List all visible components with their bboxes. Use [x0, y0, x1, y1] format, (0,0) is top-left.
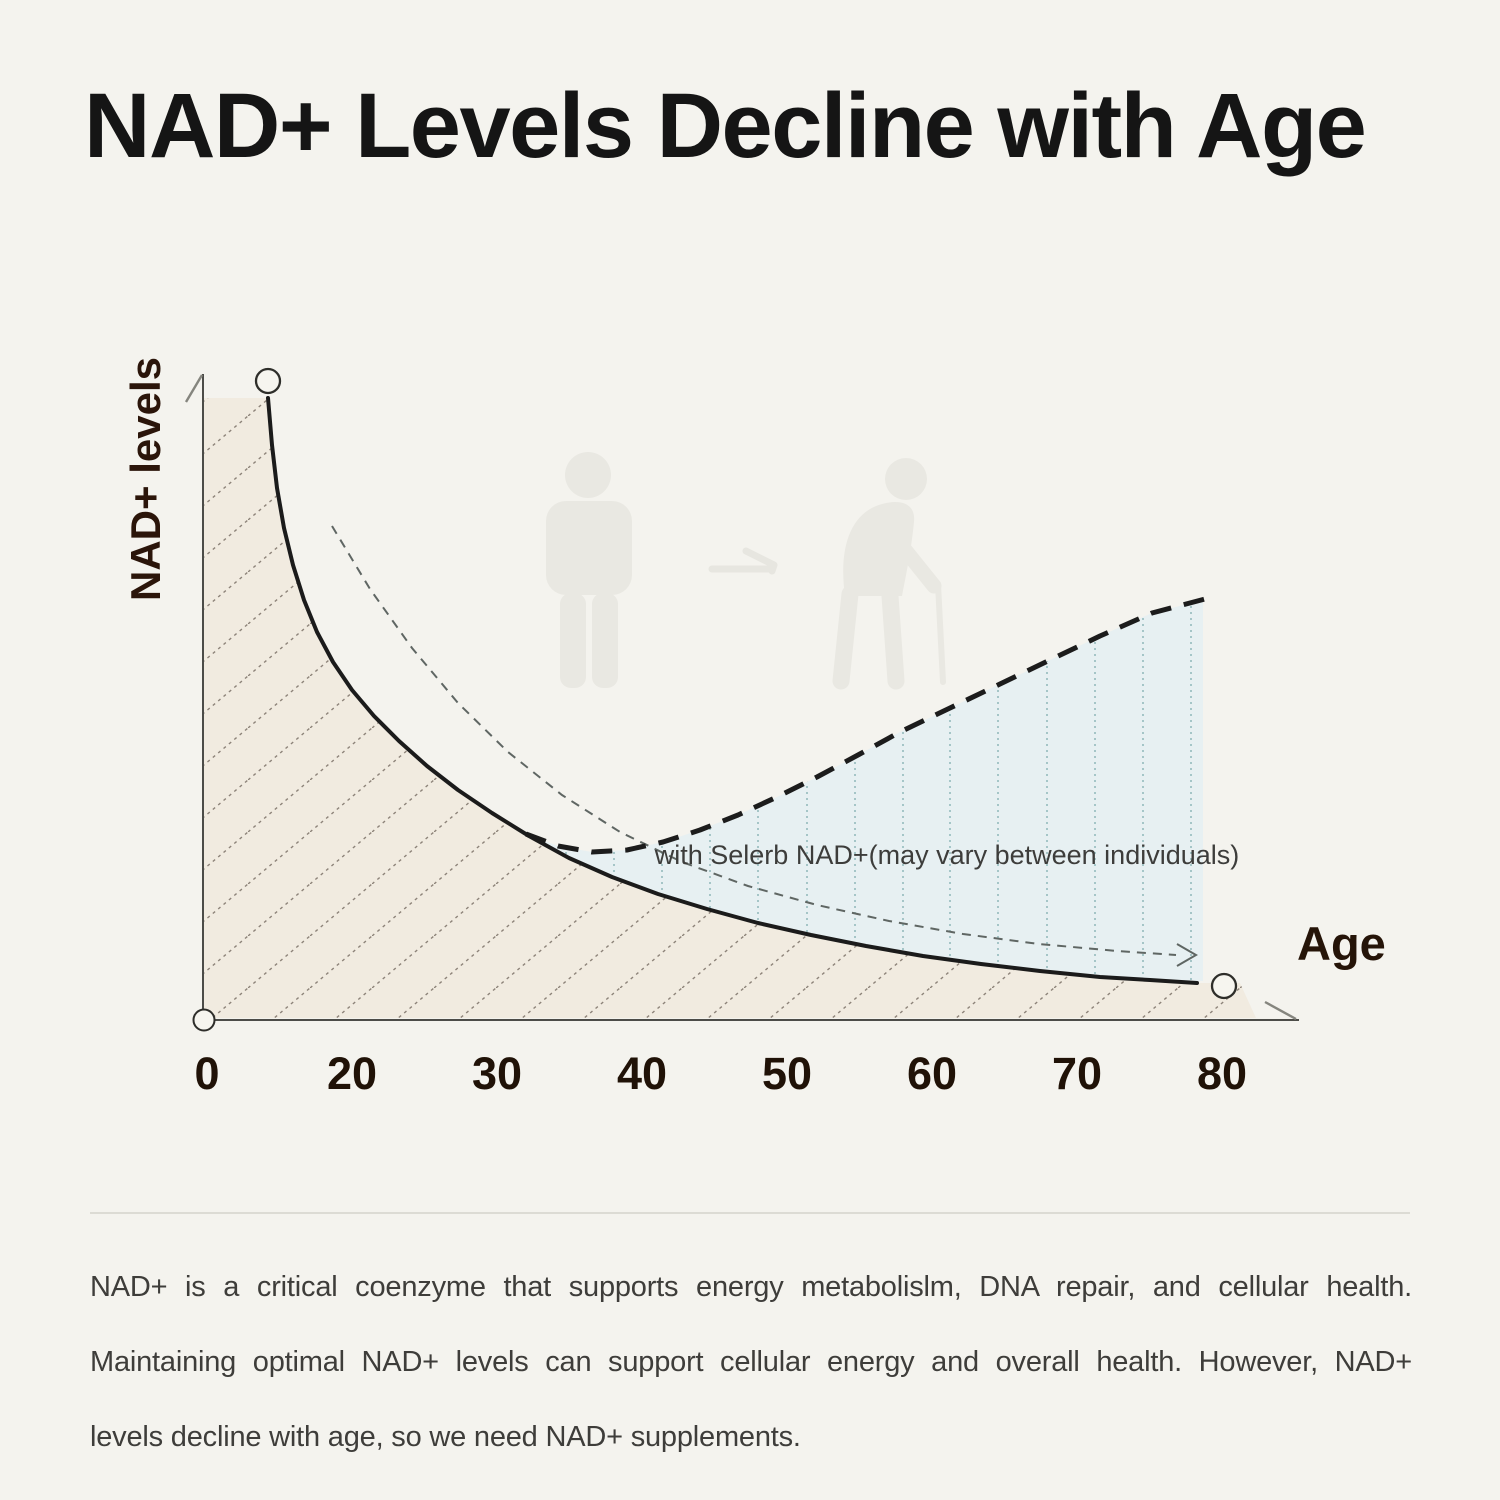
transition-arrow-icon	[708, 547, 778, 575]
watermark-figures	[546, 452, 946, 690]
curve-start-marker	[254, 367, 282, 395]
x-axis-arrowhead-icon	[1264, 1000, 1297, 1021]
x-tick-labels: 0 20 30 40 50 60 70 80	[194, 1048, 1247, 1099]
x-tick-label-1: 20	[327, 1048, 377, 1099]
origin-marker	[192, 1008, 216, 1032]
hatched-area-pattern	[204, 398, 1256, 1018]
curve-end-marker	[1210, 972, 1238, 1000]
description-line: NAD+ is a critical coenzyme that support…	[90, 1271, 1412, 1303]
x-tick-label-6: 70	[1052, 1048, 1102, 1099]
axes	[184, 374, 1299, 1021]
variation-arrowhead-icon	[1176, 943, 1198, 967]
x-tick-label-2: 30	[472, 1048, 522, 1099]
y-axis-arrowhead-icon	[184, 374, 204, 403]
supplement-benefit-area	[526, 600, 1203, 981]
supplement-upper-curve	[525, 596, 1206, 855]
description-line: Maintaining optimal NAD+ levels can supp…	[90, 1346, 1412, 1378]
x-tick-label-3: 40	[617, 1048, 667, 1099]
annotation-label: with Selerb NAD+(may vary between indivi…	[654, 840, 1240, 870]
elderly-person-silhouette	[832, 458, 946, 690]
nad-decline-curve	[266, 396, 1199, 985]
x-tick-label-5: 60	[907, 1048, 957, 1099]
young-person-silhouette	[546, 452, 632, 688]
page-title: NAD+ Levels Decline with Age	[84, 75, 1367, 177]
description: NAD+ is a critical coenzyme that support…	[90, 1250, 1412, 1475]
x-axis-label: Age	[1297, 917, 1386, 970]
x-tick-label-7: 80	[1197, 1048, 1247, 1099]
divider	[90, 1212, 1410, 1214]
individual-variation-curve	[331, 525, 1177, 956]
x-tick-label-0: 0	[194, 1048, 219, 1099]
y-axis-label: NAD+ levels	[122, 357, 169, 601]
description-line: levels decline with age, so we need NAD+…	[90, 1421, 801, 1453]
curve-markers	[192, 367, 1238, 1032]
x-tick-label-4: 50	[762, 1048, 812, 1099]
